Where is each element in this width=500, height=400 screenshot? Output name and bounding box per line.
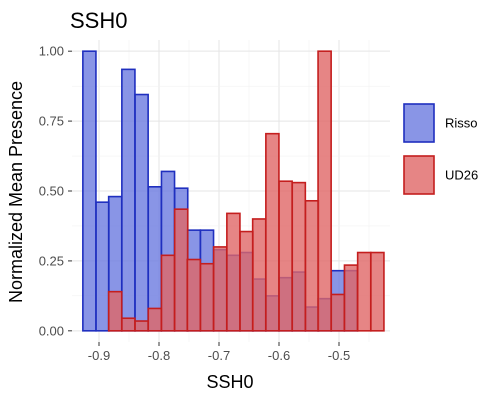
legend-key-risso: [403, 103, 435, 143]
bar-ud26: [226, 212, 241, 332]
x-axis-title: SSH0: [206, 372, 253, 392]
bar-ud26: [134, 320, 149, 332]
y-tick-label: 0.50: [39, 184, 64, 199]
x-tick-label: -0.5: [328, 348, 350, 363]
legend: Risso UD26: [403, 103, 478, 195]
bar-ud26: [186, 258, 202, 332]
bar-ud26: [199, 262, 215, 332]
bar-risso: [134, 93, 149, 332]
bar-risso: [82, 50, 97, 332]
bar-ud26: [160, 254, 176, 332]
bar-ud26: [356, 251, 372, 332]
bar-ud26: [370, 251, 385, 332]
legend-label-ud26: UD26: [445, 168, 478, 183]
bars: [82, 50, 385, 332]
y-axis-title: Normalized Mean Presence: [6, 81, 26, 303]
bar-risso: [95, 201, 110, 332]
bar-ud26: [173, 208, 189, 332]
x-tick-label: -0.8: [148, 348, 170, 363]
bar-ud26: [107, 290, 123, 332]
y-tick-label: 0.75: [39, 114, 64, 129]
bar-ud26: [343, 264, 359, 332]
series-ud26: [107, 50, 385, 332]
y-ticks: 0.00 0.25 0.50 0.75 1.00: [39, 44, 72, 338]
legend-item-ud26: UD26: [403, 155, 478, 195]
bar-ud26: [278, 180, 293, 332]
bar-ud26: [330, 293, 346, 332]
chart-title: SSH0: [70, 8, 127, 33]
legend-item-risso: Risso: [403, 103, 478, 143]
x-tick-label: -0.9: [88, 348, 110, 363]
x-ticks: -0.9 -0.8 -0.7 -0.6 -0.5: [88, 342, 350, 363]
legend-label-risso: Risso: [445, 116, 478, 131]
y-tick-label: 0.00: [39, 323, 64, 338]
y-tick-label: 0.25: [39, 253, 64, 268]
y-tick-label: 1.00: [39, 44, 64, 59]
bar-ud26: [147, 307, 163, 332]
x-tick-label: -0.7: [208, 348, 230, 363]
bar-ud26: [212, 246, 228, 332]
bar-ud26: [251, 218, 267, 332]
legend-key-ud26: [403, 155, 435, 195]
bar-ud26: [239, 230, 254, 332]
bar-risso: [121, 68, 136, 332]
bar-ud26: [304, 199, 320, 332]
bar-ud26: [121, 317, 136, 332]
bar-ud26: [265, 132, 280, 332]
bar-ud26: [317, 50, 332, 332]
bar-ud26: [291, 181, 307, 332]
x-tick-label: -0.6: [268, 348, 290, 363]
